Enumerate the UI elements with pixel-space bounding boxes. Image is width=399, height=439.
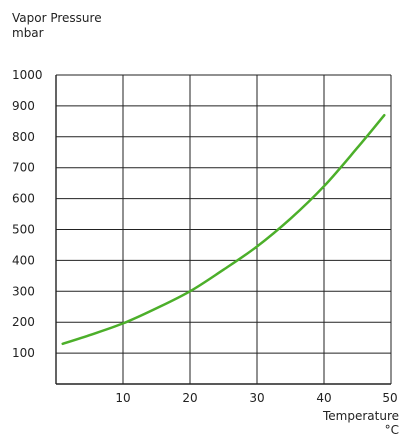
y-axis-label: Vapor Pressure <box>12 11 102 25</box>
series-line <box>61 113 386 346</box>
x-tick-label: 10 <box>115 391 130 405</box>
y-tick-label: 1000 <box>12 68 43 82</box>
y-tick-label: 900 <box>12 99 35 113</box>
y-tick-label: 400 <box>12 253 35 267</box>
x-axis-unit: °C <box>385 423 399 434</box>
y-tick-label: 500 <box>12 223 35 237</box>
grid <box>55 74 392 385</box>
y-tick-label: 200 <box>12 315 35 329</box>
tick-labels: 100 200 300 400 500 600 700 800 900 1000 10 20 30 40 5… <box>12 68 398 405</box>
x-axis-label: Temperature <box>322 409 399 423</box>
series <box>61 113 386 346</box>
y-tick-label: 100 <box>12 346 35 360</box>
x-tick-label: 20 <box>182 391 197 405</box>
x-tick-label: 40 <box>316 391 331 405</box>
y-tick-label: 800 <box>12 130 35 144</box>
x-tick-label: 30 <box>249 391 264 405</box>
x-tick-label: 50 <box>382 391 397 405</box>
y-axis-unit: mbar <box>12 26 44 40</box>
y-tick-label: 300 <box>12 284 35 298</box>
y-tick-label: 700 <box>12 161 35 175</box>
y-tick-label: 600 <box>12 192 35 206</box>
